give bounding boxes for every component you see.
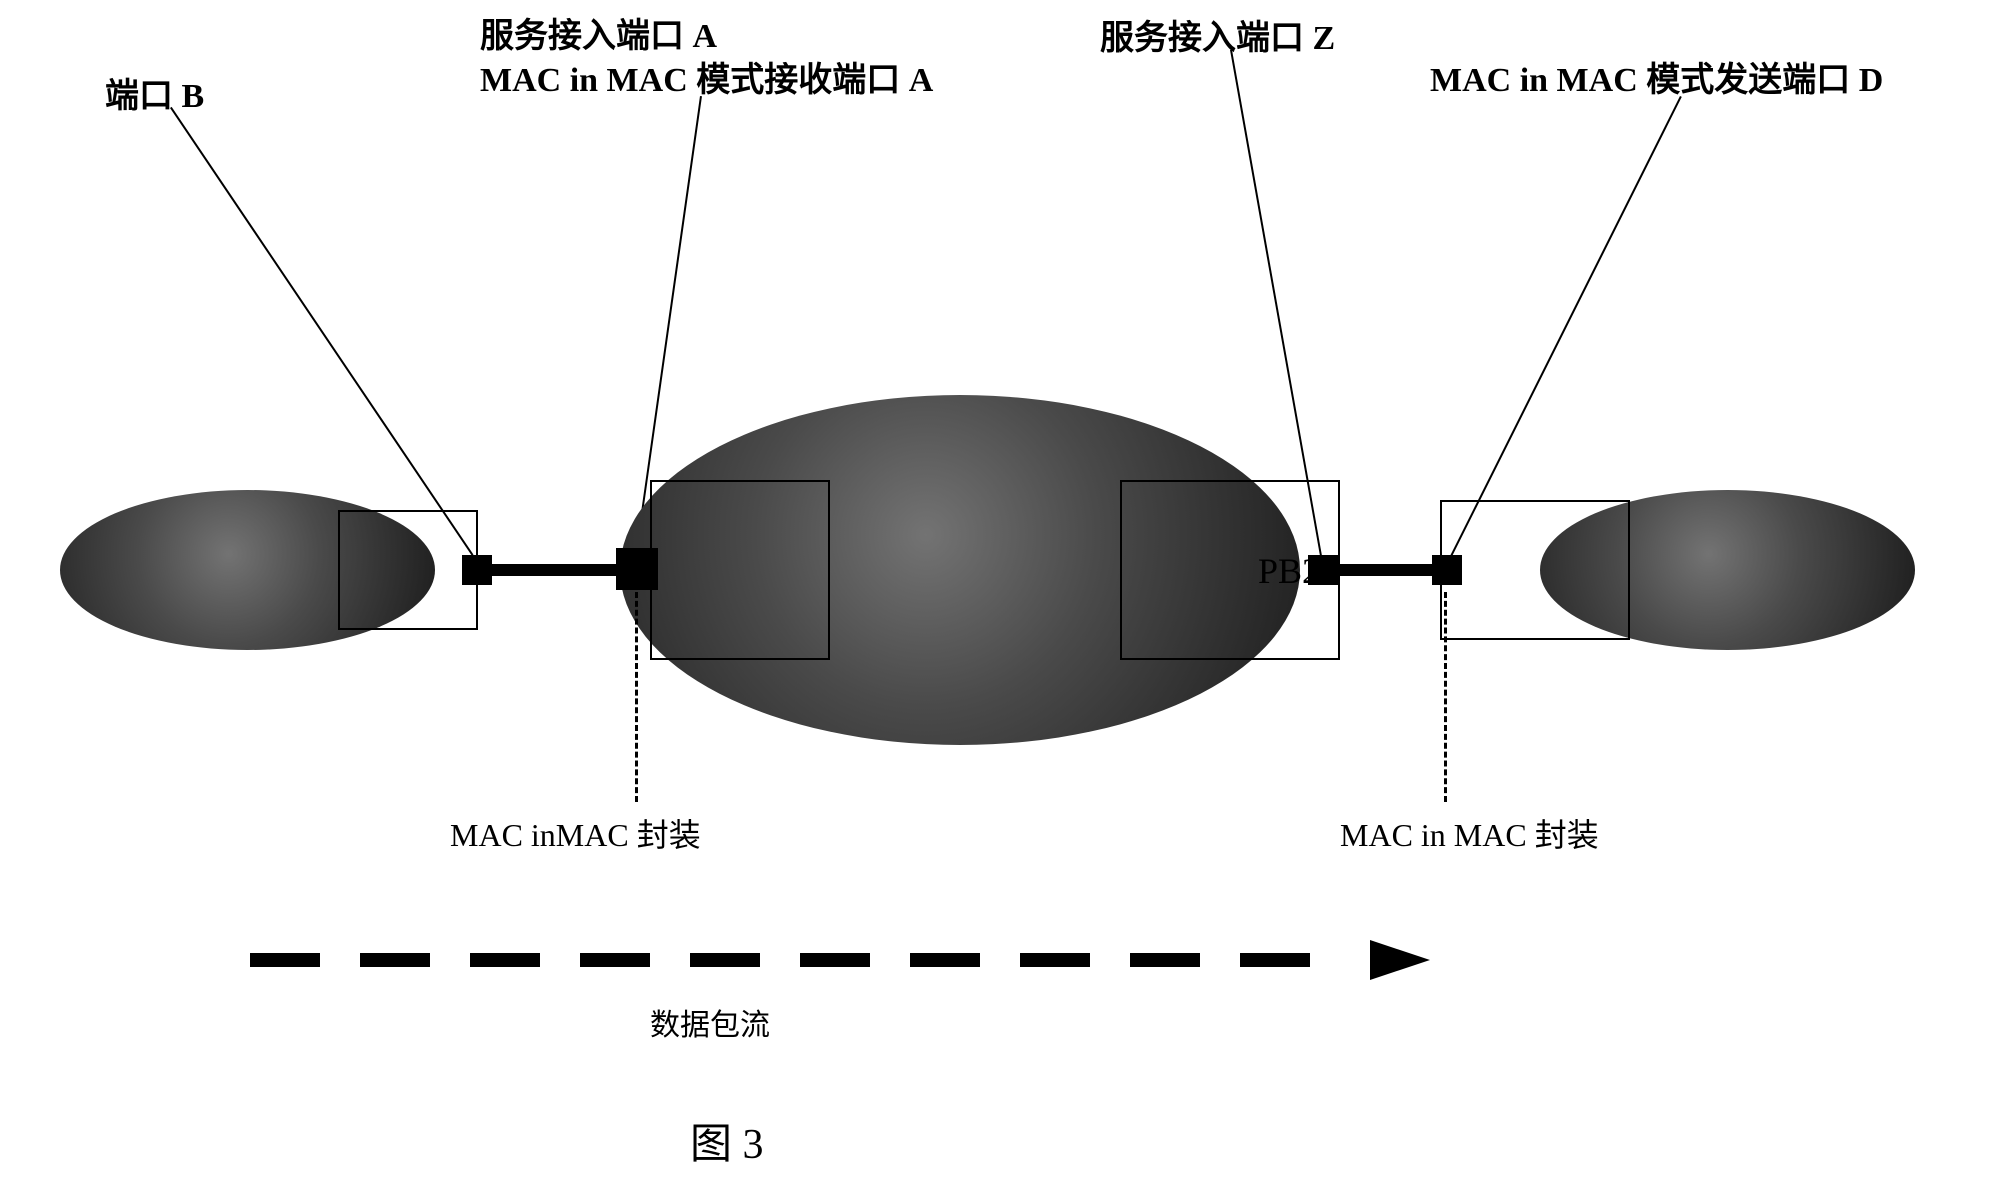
flow-dash-segment	[470, 953, 540, 967]
flow-dash-segment	[800, 953, 870, 967]
flow-dash-segment	[1130, 953, 1200, 967]
label-service-port-a-line1: 服务接入端口 A	[480, 8, 717, 57]
flow-dash-segment	[910, 953, 980, 967]
leader-port-b	[170, 107, 474, 556]
flow-dash-segment	[1240, 953, 1310, 967]
label-encap-left: MAC inMAC 封装	[450, 810, 701, 856]
device-cb	[1440, 500, 1630, 640]
port-d	[1432, 555, 1462, 585]
flow-dash-segment	[690, 953, 760, 967]
label-service-port-a-line2: MAC in MAC 模式接收端口 A	[480, 52, 933, 101]
device-pb-left	[338, 510, 478, 630]
flow-dash-segment	[1020, 953, 1090, 967]
link-right	[1338, 564, 1434, 576]
label-flow: 数据包流	[650, 1000, 770, 1044]
link-left	[492, 564, 618, 576]
label-port-b: 端口 B	[105, 68, 204, 117]
figure-label: 图 3	[690, 1110, 764, 1171]
flow-dash-segment	[250, 953, 320, 967]
vdash-right	[1444, 592, 1447, 802]
flow-dash-segment	[360, 953, 430, 967]
device-pb1	[650, 480, 830, 660]
label-encap-right: MAC in MAC 封装	[1340, 810, 1599, 856]
flow-arrow	[250, 940, 1430, 980]
port-b	[462, 555, 492, 585]
port-a	[616, 548, 658, 590]
label-mac-send-port-d: MAC in MAC 模式发送端口 D	[1430, 52, 1883, 101]
vdash-left	[635, 592, 638, 802]
leader-mac-d	[1450, 96, 1682, 557]
flow-arrow-head	[1370, 940, 1430, 980]
flow-dash-segment	[580, 953, 650, 967]
label-service-port-z: 服务接入端口 Z	[1100, 10, 1335, 59]
port-z	[1308, 555, 1338, 585]
